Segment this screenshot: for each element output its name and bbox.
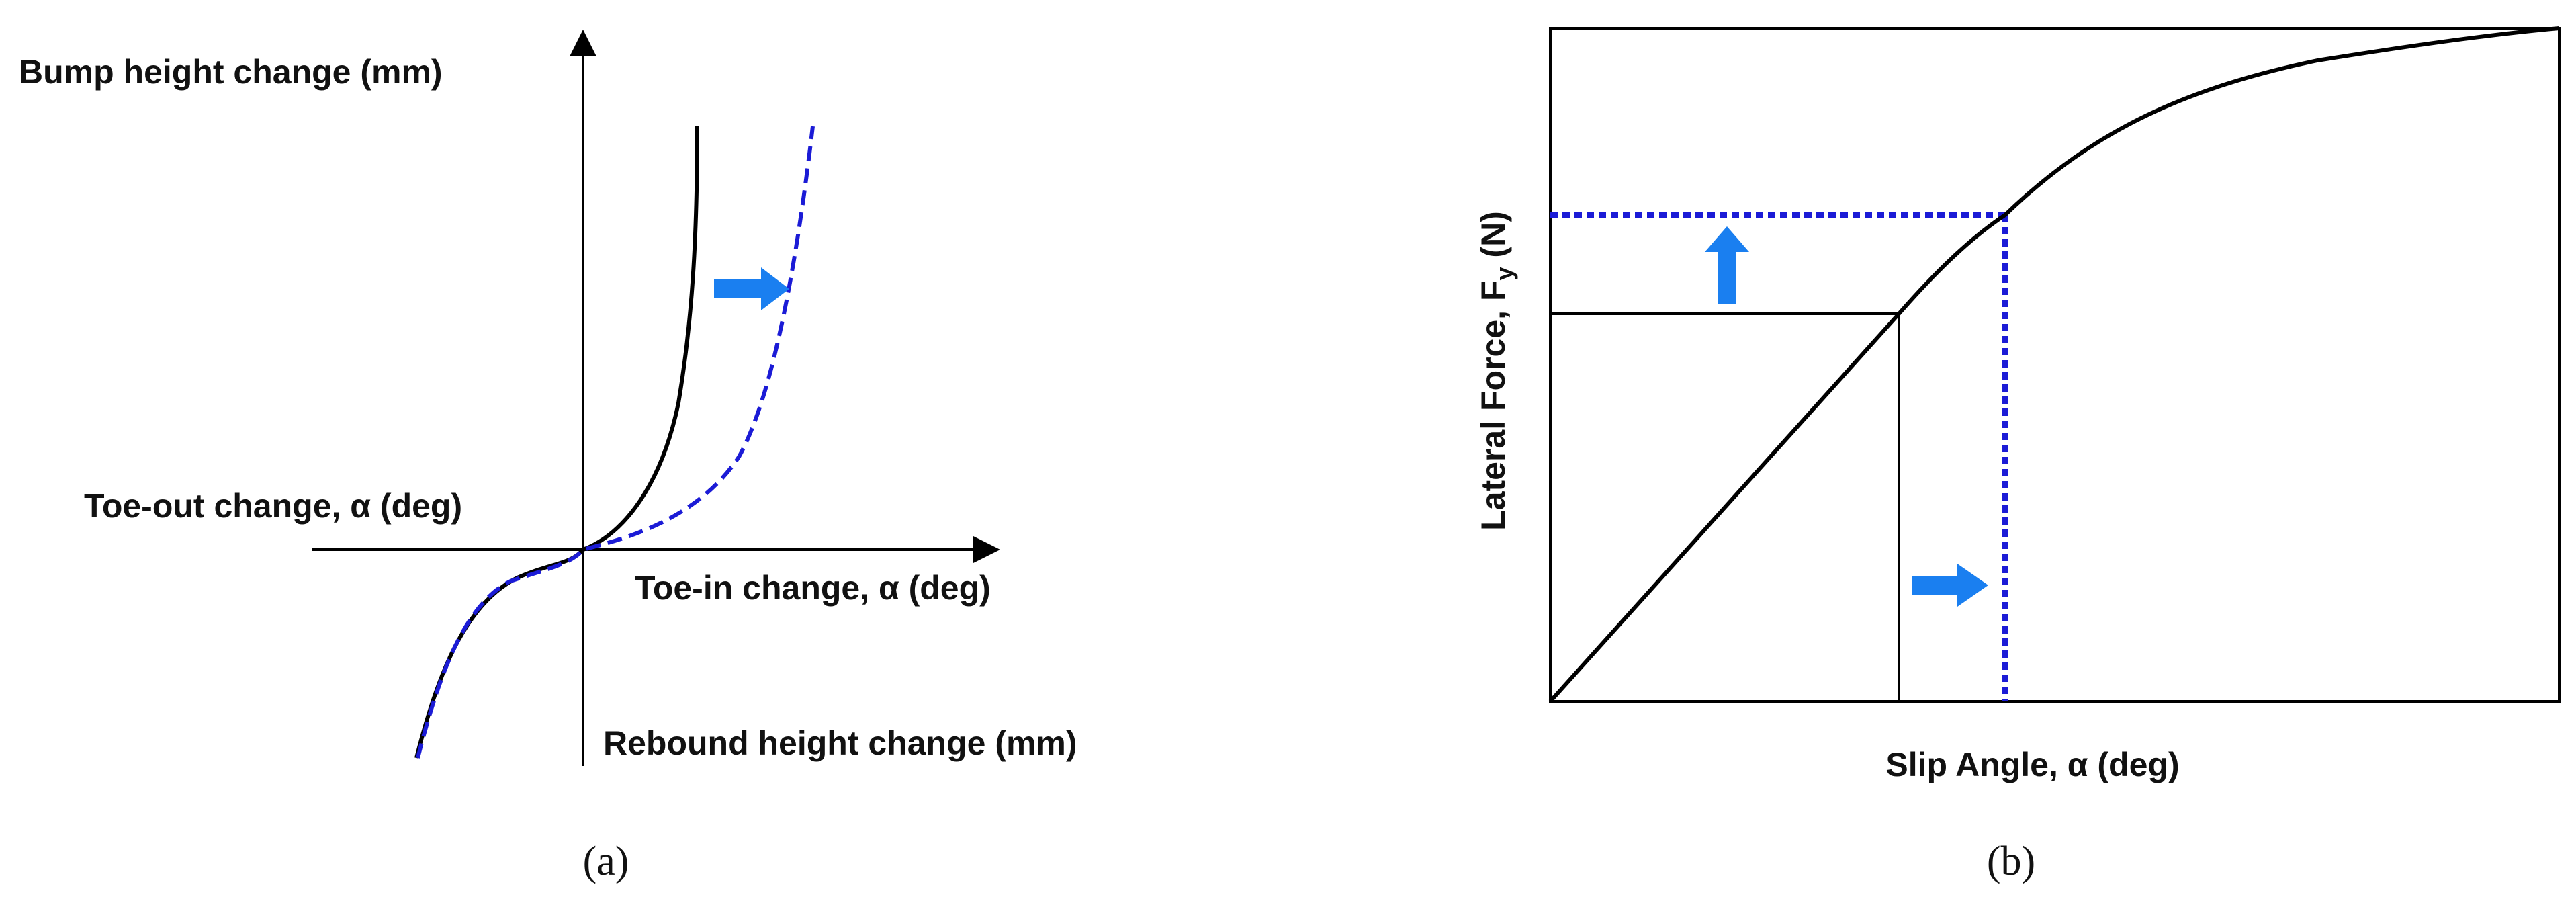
panel-a-baseline-curve bbox=[414, 126, 699, 759]
panel-a-toe-out-label: Toe-out change, α (deg) bbox=[84, 487, 462, 525]
panel-b-y-label-subscript: y bbox=[1491, 267, 1518, 280]
panel-a-modified-curve bbox=[416, 126, 815, 759]
panel-a-toe-in-label: Toe-in change, α (deg) bbox=[635, 569, 991, 607]
panel-a-rebound-label: Rebound height change (mm) bbox=[603, 724, 1077, 762]
panel-b: Slip Angle, α (deg) Lateral Force, Fy (N… bbox=[1474, 26, 2561, 884]
panel-b-caption: (b) bbox=[1987, 838, 2035, 884]
panel-a: Bump height change (mm) Toe-out change, … bbox=[19, 30, 1077, 884]
panel-a-caption: (a) bbox=[583, 838, 629, 884]
panel-b-force-curve bbox=[1548, 26, 2560, 703]
panel-b-y-label-unit: (N) bbox=[1474, 211, 1512, 267]
panel-b-y-label: Lateral Force, Fy (N) bbox=[1474, 211, 1518, 531]
panel-b-force-increase-arrow bbox=[1705, 226, 1749, 304]
panel-b-x-label: Slip Angle, α (deg) bbox=[1885, 746, 2179, 783]
panel-b-frame bbox=[1549, 27, 2561, 703]
panel-b-slip-increase-arrow bbox=[1912, 564, 1988, 607]
panel-a-bump-label: Bump height change (mm) bbox=[19, 53, 443, 91]
panel-a-shift-arrow bbox=[714, 267, 789, 310]
panel-b-y-label-main: Lateral Force, F bbox=[1474, 281, 1512, 531]
